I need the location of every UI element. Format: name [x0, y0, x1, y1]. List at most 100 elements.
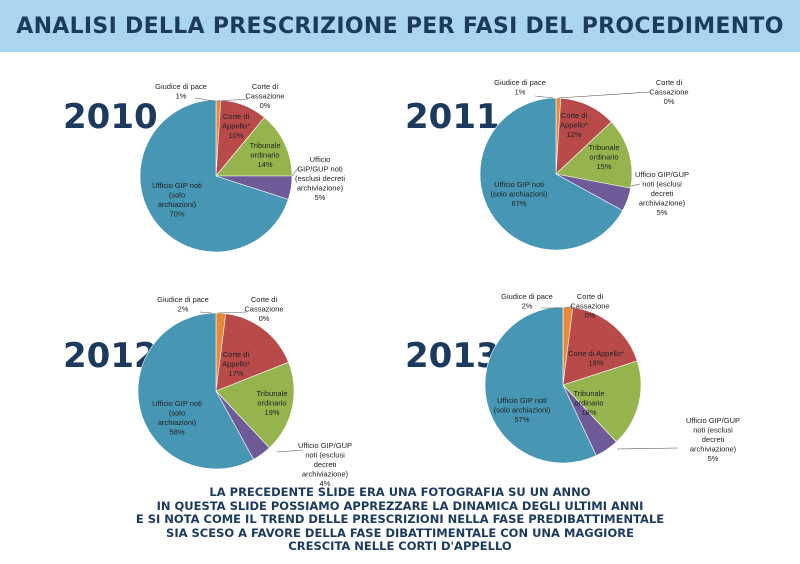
slice-label-line: (solo archiazioni) [491, 190, 548, 199]
slice-label-line: 2% [178, 305, 189, 314]
slice-label-line: 5% [708, 454, 719, 463]
slice-label-line: 1% [176, 92, 187, 101]
slice-label-line: decreti [314, 460, 337, 469]
slice-label-line: 58% [169, 428, 184, 437]
slice-label-line: 2% [522, 302, 533, 311]
pie-slice-ufficio-gip-archiviazioni [139, 99, 289, 253]
slice-label-line: GIP/GUP noti [297, 165, 343, 174]
slice-label-line: decreti [651, 189, 674, 198]
slice-label-line: 19% [264, 408, 279, 417]
slice-label-line: Appello* [222, 360, 250, 369]
pie-slice-ufficio-gip-archiviazioni [137, 312, 254, 470]
leader-line [217, 98, 249, 102]
slice-label-line: noti (esclusi [305, 451, 345, 460]
slice-label-line: Cassazione [245, 92, 284, 101]
slice-label-tribunale-ordinario: Tribunale ordinario 15% [589, 143, 620, 171]
chart-year-label: 2010 [63, 97, 158, 137]
slice-label-line: 0% [664, 97, 675, 106]
slice-label-line: 18% [581, 408, 596, 417]
slice-label-ufficio-gip-archiviazioni: Ufficio GIP noti (solo archiazioni) 70% [152, 181, 202, 219]
slice-label-ufficio-gip-archiviazioni: Ufficio GIP noti (solo archiazioni) 67% [491, 180, 548, 208]
slice-label-line: archiviazione) [302, 470, 349, 479]
leader-line [276, 449, 304, 453]
slice-label-corte-di-appello: Corte di Appello* 17% [222, 350, 250, 378]
footer-line: LA PRECEDENTE SLIDE ERA UNA FOTOGRAFIA S… [209, 485, 591, 499]
slice-label-corte-di-cassazione: Corte di Cassazione 0% [244, 295, 283, 323]
slice-label-line: 10% [228, 131, 243, 140]
slice-label-giudice-di-pace: Giudice di pace 2% [157, 295, 209, 314]
slice-label-line: Cassazione [244, 305, 283, 314]
slice-label-corte-di-cassazione: Corte di Cassazione 0% [245, 82, 284, 110]
leader-line [616, 447, 679, 450]
leader-line [534, 95, 554, 99]
slice-label-line: Corte di [251, 295, 278, 304]
footer-line: CRESCITA NELLE CORTI D'APPELLO [288, 539, 512, 553]
slice-label-line: (solo [169, 191, 185, 200]
footer-line: SIA SCESO A FAVORE DELLA FASE DIBATTIMEN… [166, 525, 634, 540]
slice-label-line: 17% [228, 369, 243, 378]
slice-label-line: 57% [514, 415, 529, 424]
slice-label-line: Tribunale [574, 389, 605, 398]
slice-label-corte-di-appello: Corte di Appello* 12% [560, 111, 588, 139]
leader-line [630, 183, 641, 187]
slice-label-line: Giudice di pace [501, 292, 553, 301]
slice-label-line: 0% [260, 101, 271, 110]
slice-label-corte-di-appello: Corte di Appello* 10% [222, 112, 250, 140]
slice-label-line: 1% [515, 88, 526, 97]
slice-label-line: (esclusi decreti [295, 174, 345, 183]
slice-label-line: Corte di [577, 292, 604, 301]
pie-slice-tribunale-ordinario [215, 117, 293, 177]
slice-label-line: Corte di [223, 112, 250, 121]
leader-line [557, 91, 651, 99]
slice-label-corte-di-appello: Corte di Appello* 18% [568, 349, 624, 368]
slice-label-ufficio-gip-gup: Ufficio GIP/GUP noti (esclusi decreti archi… [686, 416, 740, 463]
slice-label-line: 4% [320, 479, 331, 488]
slice-label-line: Appello* [222, 122, 250, 131]
footer-text: LA PRECEDENTE SLIDE ERA UNA FOTOGRAFIA S… [80, 485, 720, 554]
slice-label-line: Giudice di pace [494, 78, 546, 87]
slice-label-ufficio-gip-archiviazioni: Ufficio GIP noti (solo archiazioni) 58% [152, 399, 202, 437]
slice-label-line: 70% [169, 210, 184, 219]
slice-label-line: Ufficio GIP/GUP [635, 170, 689, 179]
pie-slice-ufficio-gip-archiviazioni [484, 306, 597, 464]
slice-label-line: ordinario [574, 399, 603, 408]
footer-line: E SI NOTA COME IL TREND DELLE PRESCRIZIO… [135, 512, 665, 526]
slice-label-line: archiviazione) [297, 184, 344, 193]
slice-label-line: archiazioni) [158, 200, 197, 209]
slice-label-line: ordinario [589, 153, 618, 162]
slice-label-line: noti (esclusi [642, 180, 682, 189]
slice-label-line: Tribunale [250, 141, 281, 150]
slice-label-line: ordinario [257, 399, 286, 408]
leader-line [217, 311, 248, 314]
slice-label-line: decreti [702, 435, 725, 444]
pie-slice-tribunale-ordinario [215, 361, 295, 449]
slice-label-line: Corte di [223, 350, 250, 359]
slice-label-ufficio-gip-gup: Ufficio GIP/GUP noti (esclusi decreti archi… [295, 155, 345, 202]
slice-label-line: Tribunale [589, 143, 620, 152]
slice-label-tribunale-ordinario: Tribunale ordinario 14% [250, 141, 281, 169]
slice-label-tribunale-ordinario: Tribunale ordinario 18% [574, 389, 605, 417]
slice-label-corte-di-cassazione: Corte di Cassazione 0% [570, 292, 609, 320]
slice-label-line: Cassazione [649, 88, 688, 97]
slice-label-line: archiviazione) [690, 445, 737, 454]
slice-label-line: 18% [588, 359, 603, 368]
slice-label-line: Cassazione [570, 302, 609, 311]
slice-label-line: 0% [585, 311, 596, 320]
slice-label-line: Ufficio GIP noti [497, 396, 547, 405]
slice-label-line: Ufficio GIP noti [152, 399, 202, 408]
leader-line [199, 311, 213, 314]
slice-label-line: Corte di [252, 82, 279, 91]
slice-label-giudice-di-pace: Giudice di pace 1% [494, 78, 546, 97]
slice-label-line: archiazioni) [158, 418, 197, 427]
leader-line [564, 305, 575, 309]
slice-label-line: Ufficio [310, 155, 331, 164]
slice-label-giudice-di-pace: Giudice di pace 1% [155, 82, 207, 101]
slice-label-line: 12% [566, 130, 581, 139]
slice-label-line: Ufficio GIP noti [152, 181, 202, 190]
slice-label-line: 0% [259, 314, 270, 323]
slice-label-corte-di-cassazione: Corte di Cassazione 0% [649, 78, 688, 106]
pie-chart-2013: 2013 Giudice di pace 2% Corte di Cassazione 0… [405, 292, 740, 464]
